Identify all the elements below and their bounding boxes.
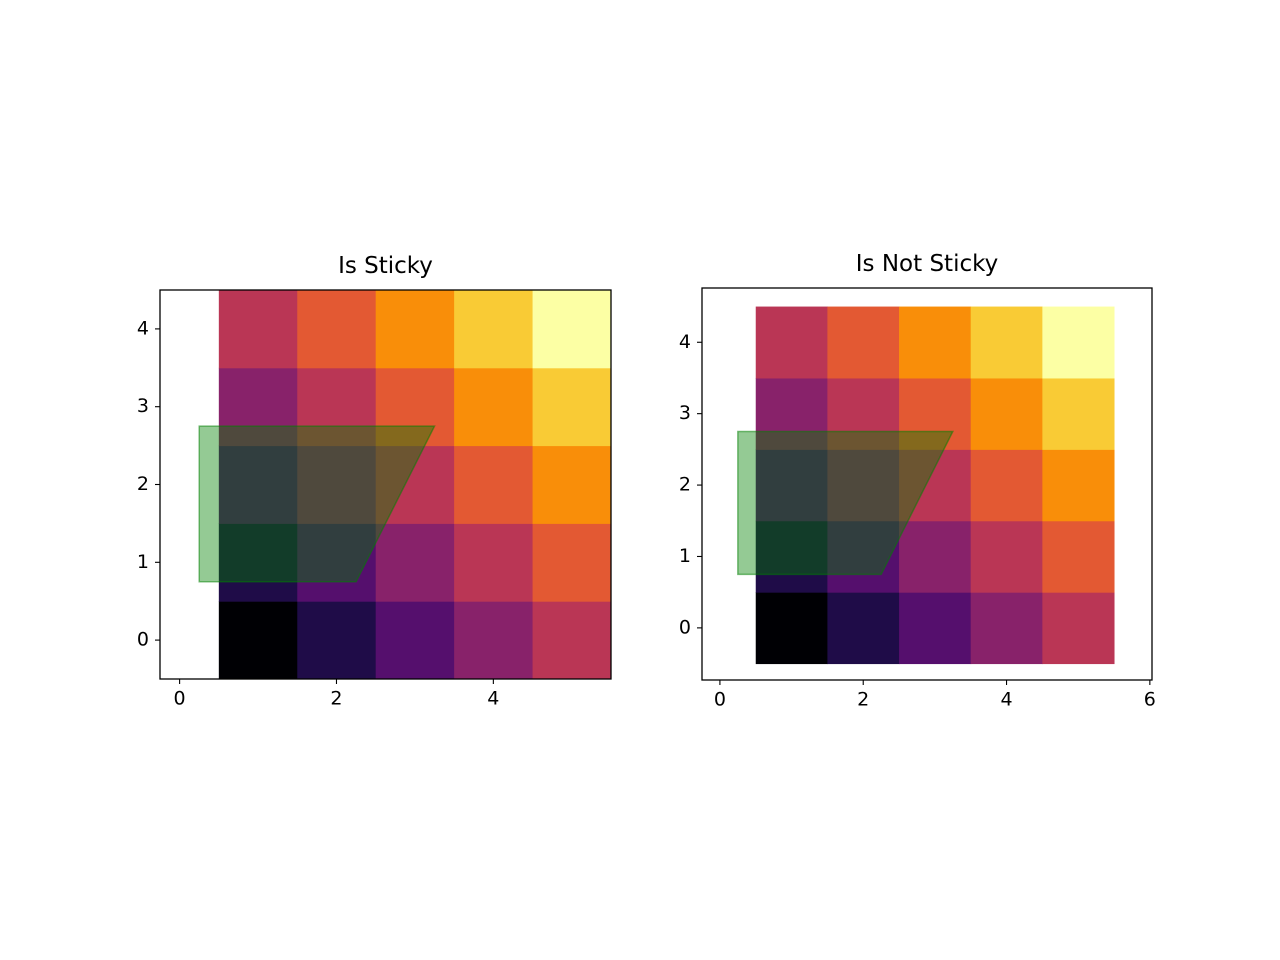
heatmap-cell [827,377,900,450]
heatmap-cell [218,523,298,602]
heatmap-cell [297,601,377,680]
x-tick-label: 4 [1000,689,1012,711]
heatmap-cell [1042,449,1115,522]
heatmap-cell [755,520,828,593]
axes-frame [701,287,1153,681]
heatmap-cell [1042,520,1115,593]
heatmap-cell [532,290,612,369]
y-tick-label: 2 [679,474,691,496]
x-tick-label: 2 [857,689,869,711]
heatmap-cell [218,445,298,524]
heatmap-cell [532,523,612,602]
heatmap-cell [297,523,377,602]
heatmap-cell [375,290,455,369]
heatmap-cell [454,601,534,680]
y-tick-label: 4 [679,331,691,353]
heatmap-cell [297,367,377,447]
heatmap-cell [454,445,534,524]
heatmap-cell [218,367,298,447]
heatmap-cell [1042,377,1115,450]
x-tick-label: 0 [174,688,186,710]
heatmap-cell [755,592,828,665]
heatmap-cell [375,367,455,447]
heatmap-cell [532,601,612,680]
heatmap-cell [755,377,828,450]
x-tick-label: 4 [487,688,499,710]
heatmap-cell [899,449,972,522]
heatmap-cell [297,445,377,524]
heatmap-cell [899,520,972,593]
heatmap-cell [970,449,1043,522]
heatmap-cell [454,290,534,369]
x-tick-label: 6 [1144,689,1156,711]
heatmap-cell [899,377,972,450]
overlay-polygon [198,425,436,583]
chart-title: Is Not Sticky [856,251,998,277]
heatmap-cell [297,290,377,369]
heatmap-cell [827,449,900,522]
heatmap-cell [899,592,972,665]
heatmap-cell [375,601,455,680]
heatmap-cell [755,449,828,522]
y-tick-label: 2 [137,473,149,495]
heatmap-cell [755,306,828,379]
heatmap-cell [218,601,298,680]
heatmap-cell [532,367,612,447]
heatmap-cell [1042,592,1115,665]
x-tick-label: 0 [714,689,726,711]
heatmap-cell [532,445,612,524]
y-tick-label: 1 [679,545,691,567]
chart-title: Is Sticky [338,253,433,279]
y-tick-label: 4 [137,317,149,339]
heatmap-cell [375,523,455,602]
y-tick-label: 1 [137,551,149,573]
y-tick-label: 3 [679,402,691,424]
y-tick-label: 0 [679,616,691,638]
heatmap-cell [899,306,972,379]
y-tick-label: 3 [137,395,149,417]
heatmap-cell [827,306,900,379]
heatmap-cell [970,520,1043,593]
overlay-polygon [737,430,955,576]
heatmap-cell [218,290,298,369]
y-tick-label: 0 [137,629,149,651]
heatmap-cell [827,592,900,665]
x-tick-label: 2 [330,688,342,710]
heatmap-cell [827,520,900,593]
heatmap-cell [454,523,534,602]
heatmap-cell [970,592,1043,665]
heatmap-cell [970,306,1043,379]
heatmap-cell [970,377,1043,450]
heatmap-cell [454,367,534,447]
heatmap-cell [1042,306,1115,379]
heatmap-cell [375,445,455,524]
